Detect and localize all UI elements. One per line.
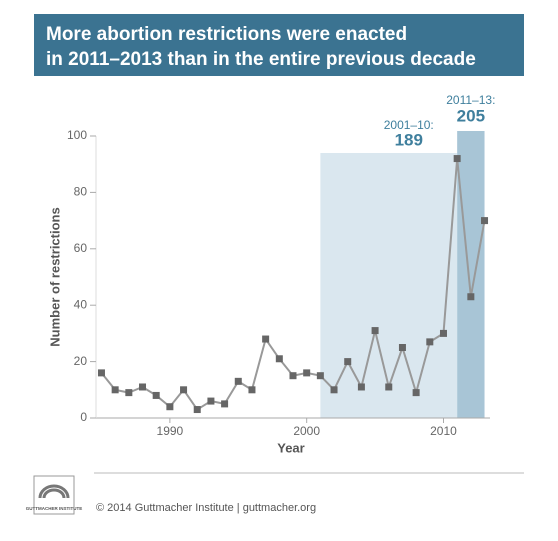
highlight-band: [457, 131, 485, 418]
data-point: [330, 386, 338, 394]
y-tick-label: 80: [74, 185, 88, 199]
data-point: [248, 386, 256, 394]
data-point: [180, 386, 188, 394]
data-point: [221, 400, 229, 408]
data-point: [385, 383, 393, 391]
logo-text: GUTTMACHER INSTITUTE: [26, 506, 83, 511]
footer: © 2014 Guttmacher Institute | guttmacher…: [96, 502, 316, 514]
data-point: [316, 372, 324, 380]
highlight-band: [320, 153, 458, 418]
logo: GUTTMACHER INSTITUTE: [26, 475, 83, 515]
y-tick-label: 100: [67, 128, 87, 142]
highlight-label: 2011–13:: [446, 93, 495, 107]
data-point: [166, 403, 174, 411]
data-point: [303, 369, 311, 377]
y-axis-label: Number of restrictions: [47, 207, 62, 346]
y-tick-label: 40: [74, 297, 88, 311]
highlight-total: 205: [457, 106, 485, 125]
x-tick-label: 2010: [430, 424, 457, 438]
data-point: [426, 338, 434, 346]
data-point: [398, 344, 406, 351]
data-point: [357, 383, 365, 391]
data-point: [125, 389, 133, 397]
y-tick-label: 0: [80, 410, 87, 424]
data-point: [139, 383, 147, 391]
data-point: [234, 377, 242, 385]
data-point: [97, 369, 105, 377]
data-point: [344, 358, 352, 366]
highlight-label: 2001–10:: [384, 118, 434, 132]
y-tick-label: 60: [74, 241, 88, 255]
data-point: [371, 327, 379, 335]
data-point: [481, 217, 489, 225]
x-tick-label: 2000: [293, 424, 320, 438]
chart-title: in 2011–2013 than in the entire previous…: [46, 49, 476, 70]
data-point: [275, 355, 283, 363]
y-tick-label: 20: [74, 354, 88, 368]
data-point: [439, 329, 447, 337]
chart-title: More abortion restrictions were enacted: [46, 24, 407, 45]
data-point: [453, 155, 461, 163]
data-point: [289, 372, 297, 380]
data-point: [262, 335, 270, 343]
data-point: [207, 397, 215, 405]
x-axis-label: Year: [277, 440, 304, 455]
highlight-total: 189: [395, 130, 423, 149]
data-point: [467, 293, 475, 301]
x-tick-label: 1990: [157, 424, 184, 438]
data-point: [111, 386, 119, 394]
data-point: [412, 389, 420, 397]
data-point: [152, 391, 160, 399]
data-point: [193, 406, 201, 414]
title-box: [34, 14, 524, 76]
